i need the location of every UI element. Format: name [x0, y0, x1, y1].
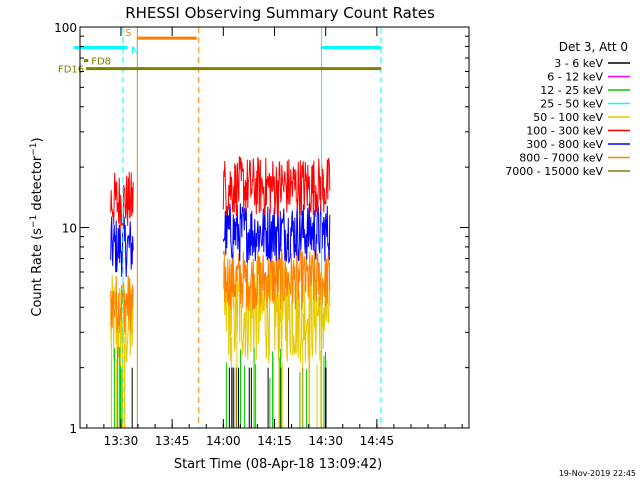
x-tick-label: 14:00 [206, 434, 241, 448]
series-band-100-300keV-1 [222, 156, 331, 217]
legend-label: 6 - 12 keV [547, 71, 603, 84]
legend-label: 300 - 800 keV [526, 138, 603, 151]
footer-timestamp: 19-Nov-2019 22:45 [559, 469, 636, 478]
x-tick-label: 14:30 [308, 434, 343, 448]
x-tick-label: 14:15 [257, 434, 292, 448]
x-tick-label: 14:45 [360, 434, 395, 448]
flag-label-0: N [131, 46, 138, 57]
plot-area: NS FD8 FD16 [58, 27, 382, 428]
y-axis: 1 10 100 [54, 21, 469, 436]
x-tick-label: 13:30 [104, 434, 139, 448]
legend-label: 25 - 50 keV [540, 98, 603, 111]
series-band-50-100keV-0 [110, 274, 134, 368]
x-tick-label: 13:45 [155, 434, 190, 448]
flag-label-3: FD8 [91, 57, 111, 68]
x-axis-title: Start Time (08-Apr-18 13:09:42) [174, 457, 382, 472]
flag-label-2: S [125, 28, 131, 39]
chart-title: RHESSI Observing Summary Count Rates [125, 4, 435, 22]
legend-label: 3 - 6 keV [554, 57, 603, 70]
series-band-800-7000keV-0 [110, 275, 134, 334]
series-band-300-800keV-0 [110, 216, 134, 278]
legend-label: 7000 - 15000 keV [505, 165, 603, 178]
x-axis: 13:30 13:45 14:00 14:15 14:30 14:45 [86, 27, 463, 448]
y-tick-label: 1 [69, 422, 77, 436]
legend-label: 800 - 7000 keV [519, 152, 603, 165]
legend-label: 50 - 100 keV [533, 111, 603, 124]
legend-label: 12 - 25 keV [540, 84, 603, 97]
series-band-300-800keV-1 [222, 202, 331, 264]
series-band-800-7000keV-1 [222, 249, 331, 310]
y-axis-title: Count Rate (s−1 detector−1) [29, 137, 45, 316]
legend-label: 100 - 300 keV [526, 125, 603, 138]
flag-label-4: FD16 [58, 65, 84, 76]
y-tick-label: 10 [62, 222, 77, 236]
legend-header: Det 3, Att 0 [559, 40, 628, 54]
y-tick-label: 100 [54, 21, 77, 35]
series-band-100-300keV-0 [110, 171, 134, 232]
